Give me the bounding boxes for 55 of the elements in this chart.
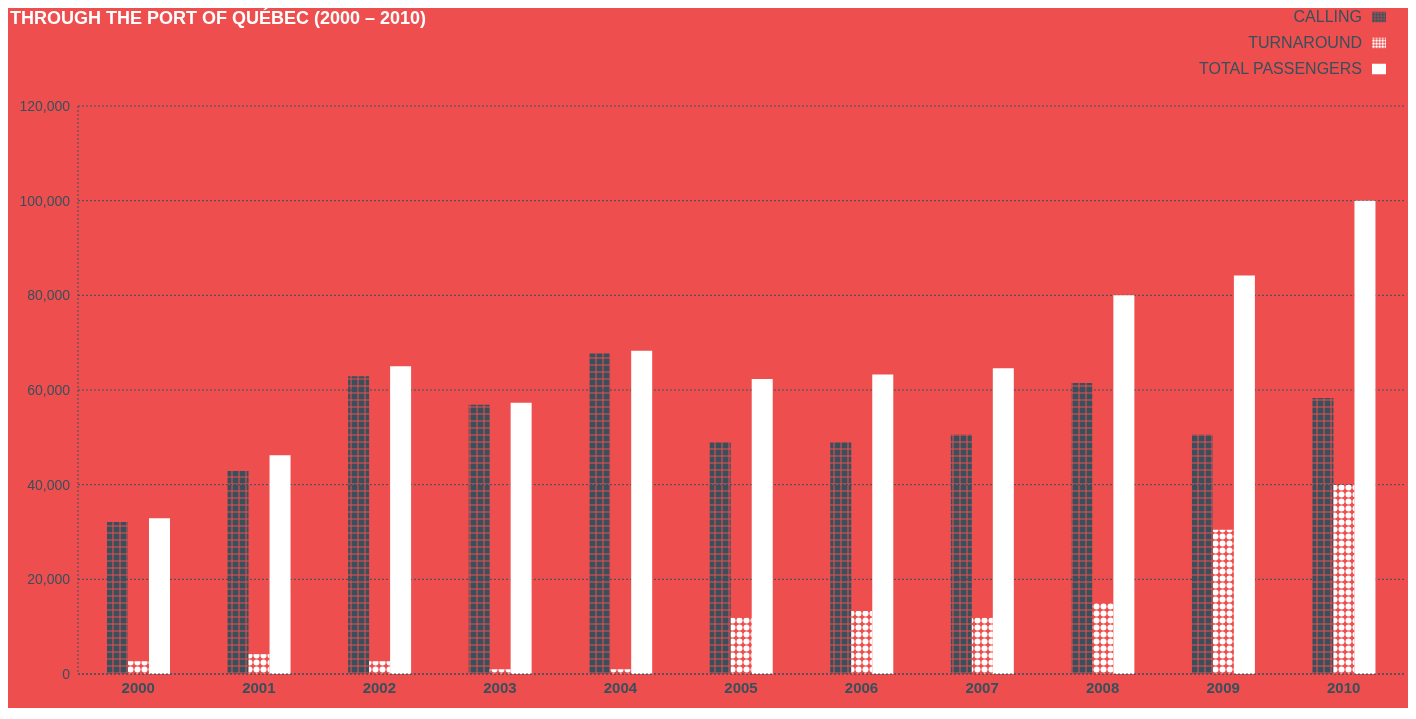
x-tick-label: 2003 [483,678,517,696]
bar [872,374,894,674]
bar [1233,275,1255,674]
bar [369,661,391,674]
y-tick-label: 0 [62,665,71,682]
bar [468,404,490,674]
bar [589,353,611,674]
y-tick-label: 100,000 [19,192,71,209]
bar [1191,434,1213,674]
y-tick-label: 120,000 [19,97,71,114]
x-tick-label: 2008 [1085,678,1120,696]
x-tick-label: 2001 [242,678,276,696]
bar [730,617,752,674]
x-tick-label: 2006 [844,678,879,696]
bar [631,350,653,674]
chart-title: THROUGH THE PORT OF QUÉBEC (2000 – 2010) [10,8,427,29]
bar [992,368,1014,674]
legend-label: TOTAL PASSENGERS [1198,60,1362,77]
y-tick-label: 40,000 [27,476,71,493]
bar [149,518,170,674]
bar [348,376,370,674]
bar [248,654,270,674]
bar [830,442,852,674]
bar [1071,382,1093,674]
bar [269,455,291,674]
bar [510,402,532,674]
x-tick-label: 2005 [724,678,758,696]
bar [128,661,149,674]
bar [971,617,993,674]
bar [107,522,128,674]
x-tick-label: 2007 [965,678,999,696]
legend-label: CALLING [1293,8,1362,25]
legend-label: TURNAROUND [1248,34,1362,51]
bar [227,470,249,674]
bar [1354,200,1376,674]
y-tick-label: 80,000 [27,287,71,304]
y-tick-label: 60,000 [27,381,71,398]
bar [1092,603,1114,674]
x-tick-label: 2002 [362,678,397,696]
bar [390,366,412,674]
bar [851,611,873,674]
x-tick-label: 2000 [121,678,155,696]
x-tick-label: 2004 [603,678,638,696]
bar [1113,295,1135,674]
bar [709,442,731,674]
bar [1212,529,1234,674]
bar [1333,484,1355,674]
x-tick-label: 2010 [1327,678,1361,696]
bar [751,379,773,674]
x-tick-label: 2009 [1206,678,1240,696]
bar [1312,398,1334,674]
bar [610,669,632,674]
bar [489,669,511,674]
y-tick-label: 20,000 [27,571,71,588]
bar [950,434,972,674]
